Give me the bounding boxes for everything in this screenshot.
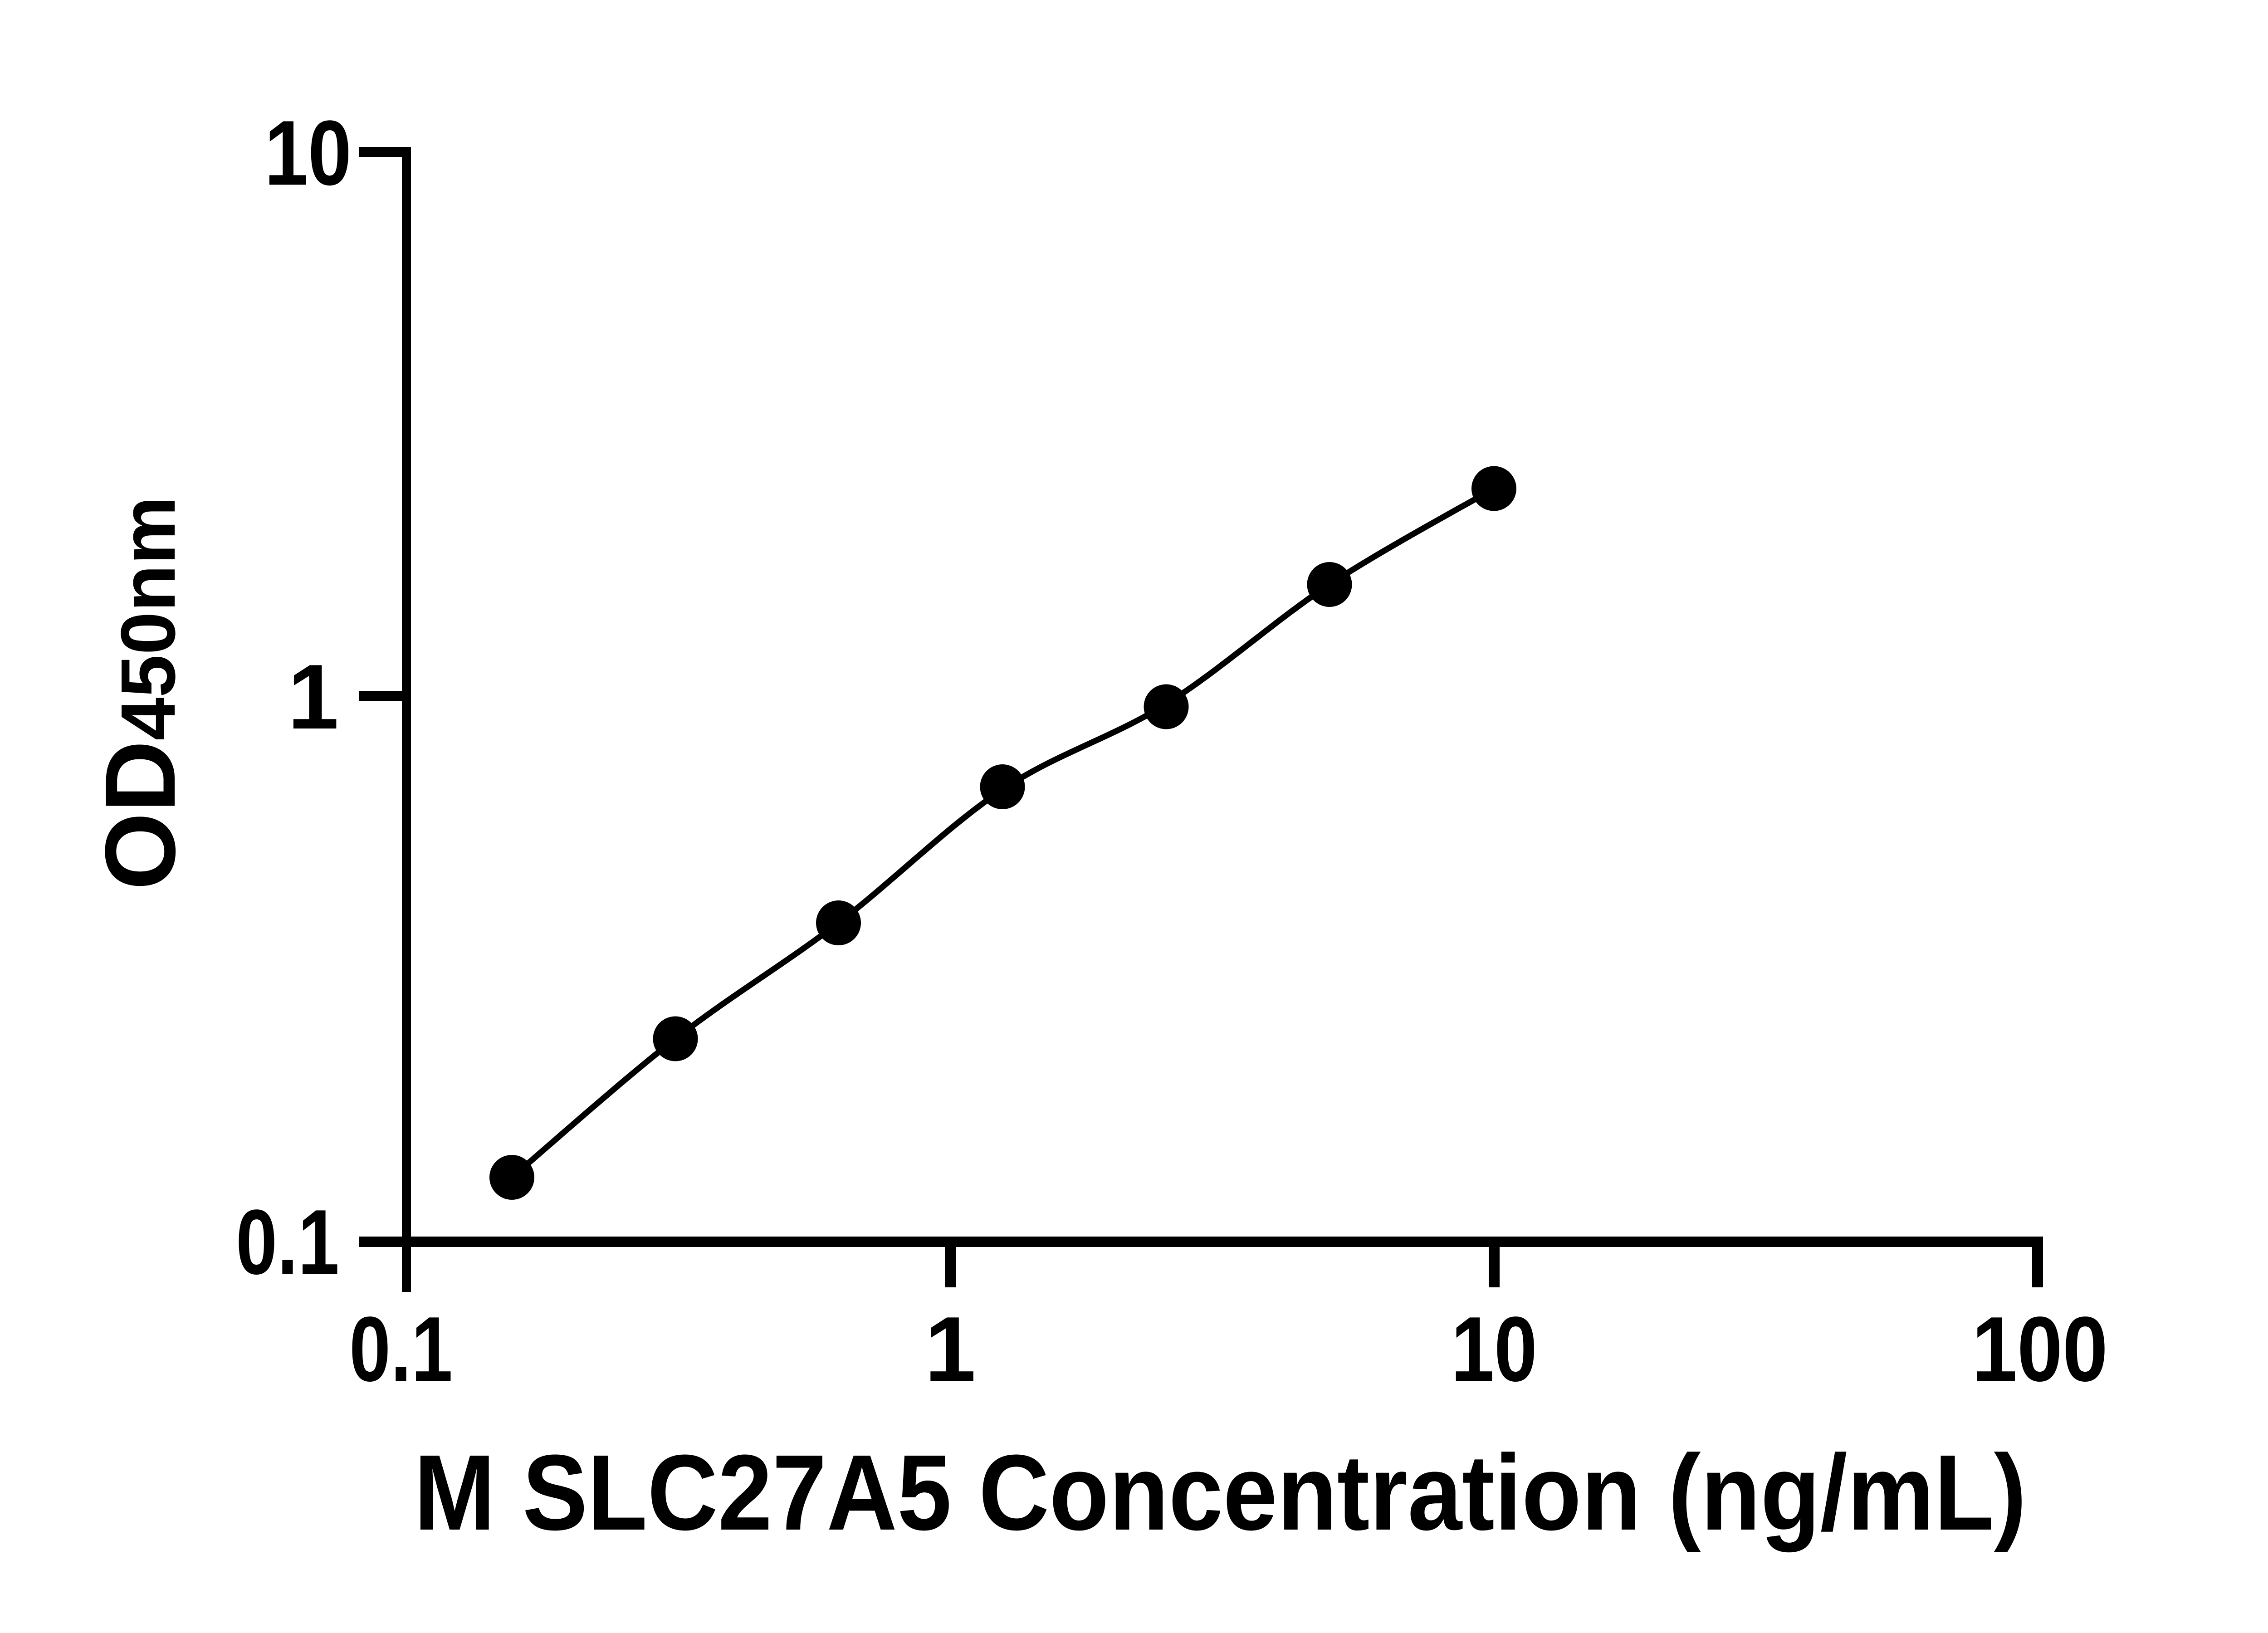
svg-text:M SLC27A5 Concentration (ng/mL: M SLC27A5 Concentration (ng/mL) [414,1433,2027,1553]
svg-text:1: 1 [925,1298,976,1401]
svg-text:1: 1 [288,645,339,748]
svg-text:OD450nm: OD450nm [84,496,196,890]
svg-text:100: 100 [1972,1298,2108,1401]
svg-text:10: 10 [264,102,352,205]
svg-text:0.1: 0.1 [349,1298,453,1401]
svg-text:10: 10 [1451,1298,1537,1401]
svg-text:0.1: 0.1 [236,1191,339,1294]
